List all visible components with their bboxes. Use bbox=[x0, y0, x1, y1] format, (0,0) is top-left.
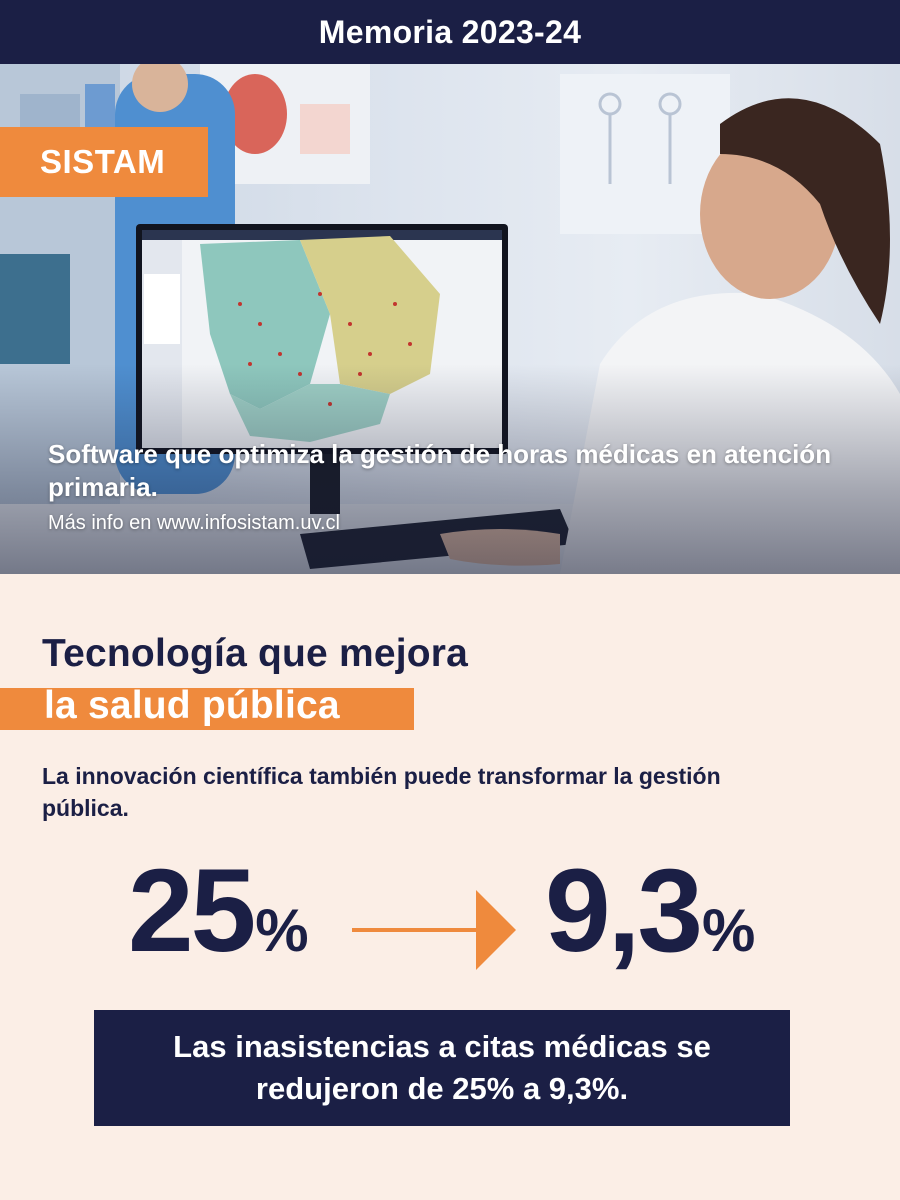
doctor-hair bbox=[720, 98, 890, 325]
headline-highlight-bar bbox=[0, 688, 414, 730]
map-region-east bbox=[300, 236, 440, 394]
sistam-tag: SISTAM bbox=[0, 127, 208, 197]
summary-text: Las inasistencias a citas médicas se red… bbox=[173, 1029, 711, 1106]
summary-box: Las inasistencias a citas médicas se red… bbox=[94, 1010, 790, 1126]
arrow-right-icon bbox=[352, 890, 516, 970]
header-title: Memoria 2023-24 bbox=[318, 13, 582, 50]
headline-line-2: la salud pública bbox=[44, 684, 340, 727]
stat-after-unit: % bbox=[702, 897, 756, 964]
stat-before-value: 25 bbox=[128, 845, 256, 977]
stat-before-unit: % bbox=[255, 897, 309, 964]
hero-caption: Software que optimiza la gestión de hora… bbox=[48, 439, 832, 502]
hero-gradient-overlay bbox=[0, 364, 900, 574]
side-monitor bbox=[0, 254, 70, 364]
headline-line-1: Tecnología que mejora bbox=[42, 632, 469, 675]
stat-after: 9,3 % bbox=[545, 852, 755, 970]
stat-after-value: 9,3 bbox=[545, 845, 703, 977]
sistam-tag-label: SISTAM bbox=[40, 143, 166, 180]
stat-before: 25 % bbox=[128, 852, 309, 970]
hero-more-info: Más info en www.infosistam.uv.cl bbox=[48, 512, 340, 534]
page-header: Memoria 2023-24 bbox=[0, 0, 900, 64]
intro-text: La innovación científica también puede t… bbox=[42, 763, 721, 821]
